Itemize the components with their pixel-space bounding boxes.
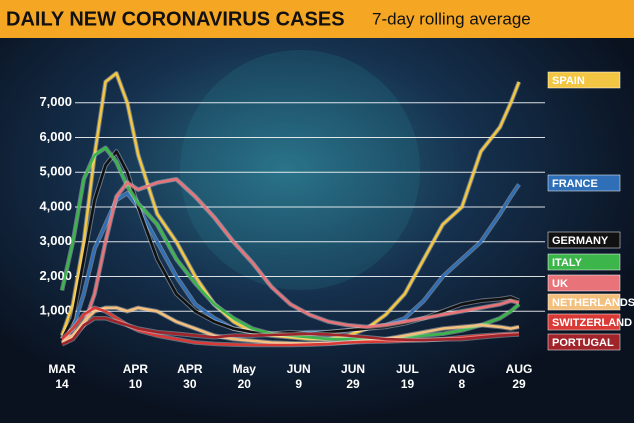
legend-label: ITALY <box>552 257 583 269</box>
series-line <box>61 316 520 346</box>
legend-swatch <box>547 293 621 311</box>
x-tick-label: AUG 8 <box>449 362 476 391</box>
y-tick-label: 4,000 <box>39 198 72 213</box>
chart-subtitle: 7-day rolling average <box>372 9 531 28</box>
x-tick-label: JUN 9 <box>287 362 311 391</box>
x-tick-label: APR 10 <box>123 362 149 391</box>
x-tick-label: APR 30 <box>177 362 203 391</box>
y-tick-label: 3,000 <box>39 233 72 248</box>
legend-label: PORTUGAL <box>552 337 614 349</box>
x-tick-label: May 20 <box>233 362 257 391</box>
legend-label: GERMANY <box>552 235 609 247</box>
x-tick-label: JUL 19 <box>396 362 419 391</box>
legend-label: SPAIN <box>552 75 585 87</box>
x-tick-label: MAR 14 <box>48 362 76 391</box>
x-tick-label: AUG 29 <box>506 362 533 391</box>
legend-label: FRANCE <box>552 178 598 190</box>
legend-swatch <box>547 71 621 89</box>
legend-label: UK <box>552 278 568 290</box>
legend-swatch <box>547 253 621 271</box>
legend-swatch <box>547 231 621 249</box>
legend-swatch <box>547 313 621 331</box>
y-tick-label: 1,000 <box>39 303 72 318</box>
chart-title: DAILY NEW CORONAVIRUS CASES <box>6 8 345 30</box>
y-tick-label: 6,000 <box>39 129 72 144</box>
y-tick-label: 5,000 <box>39 164 72 179</box>
series-line <box>61 177 520 341</box>
legend-label: NETHERLANDS <box>552 297 634 309</box>
series-line <box>61 306 520 345</box>
legend-label: SWITZERLAND <box>552 317 632 329</box>
x-tick-label: JUN 29 <box>341 362 365 391</box>
title-bar <box>0 0 634 38</box>
legend-swatch <box>547 274 621 292</box>
y-tick-label: 7,000 <box>39 94 72 109</box>
virus-decoration <box>180 50 420 290</box>
legend-swatch <box>547 333 621 351</box>
legend-swatch <box>547 174 621 192</box>
